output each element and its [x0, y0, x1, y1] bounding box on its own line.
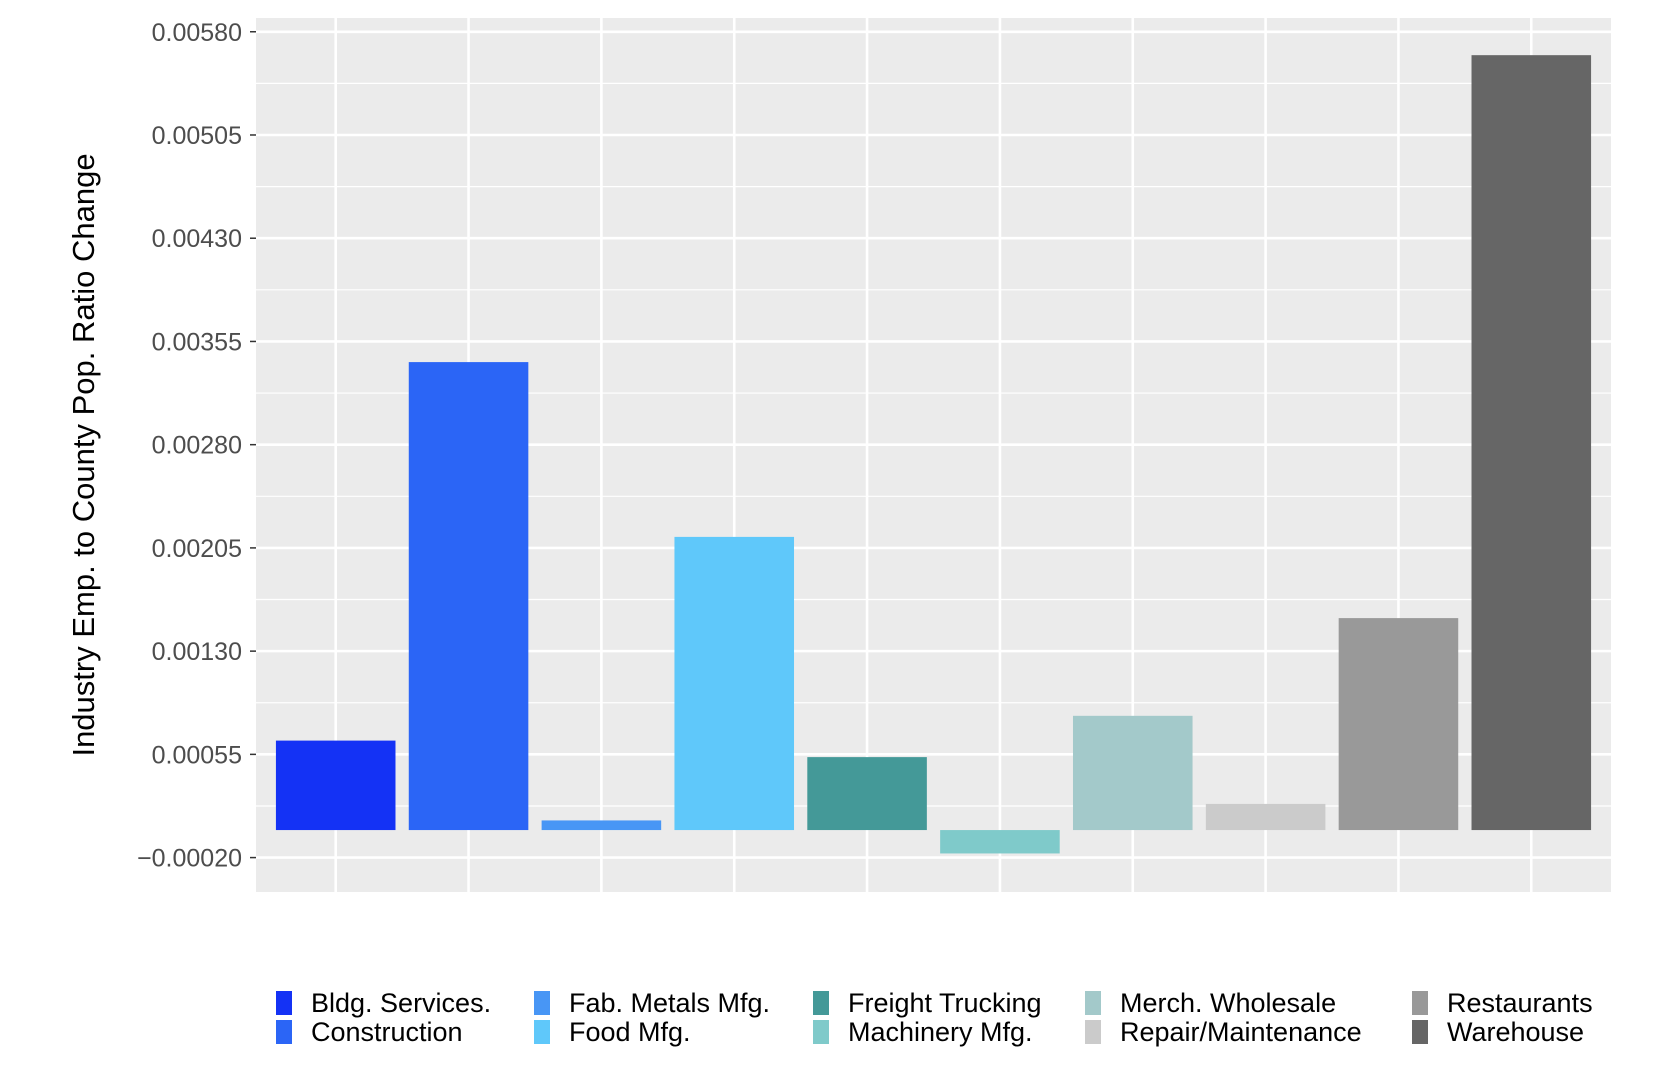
legend-swatch: [534, 1020, 550, 1044]
legend-label: Food Mfg.: [569, 1017, 691, 1047]
bar-fab-metals-mfg: [541, 820, 662, 831]
y-tick-label: 0.00130: [152, 638, 242, 666]
y-tick-label: 0.00205: [152, 535, 242, 563]
bar-construction: [408, 362, 529, 831]
legend-label: Bldg. Services.: [311, 988, 491, 1018]
y-axis-title: Industry Emp. to County Pop. Ratio Chang…: [66, 153, 101, 756]
bar-merch-wholesale: [1072, 715, 1193, 831]
bar-freight-trucking: [807, 757, 927, 831]
bar-machinery-mfg: [940, 830, 1060, 854]
y-tick-label: 0.00355: [152, 328, 242, 356]
legend-swatch: [1085, 991, 1101, 1015]
legend-label: Warehouse: [1447, 1017, 1584, 1047]
bar-restaurants: [1338, 618, 1459, 831]
bars: [275, 55, 1592, 854]
legend-label: Repair/Maintenance: [1120, 1017, 1362, 1047]
legend-label: Machinery Mfg.: [848, 1017, 1033, 1047]
bar-bldg-services: [275, 740, 396, 831]
legend-label: Construction: [311, 1017, 463, 1047]
legend-swatch: [534, 991, 550, 1015]
y-axis-ticks: −0.00020 0.00055 0.00130 0.00205 0.00280 0.00…: [137, 19, 256, 873]
legend-swatch: [813, 991, 829, 1015]
legend-label: Freight Trucking: [848, 988, 1042, 1018]
y-tick-label: 0.00055: [152, 741, 242, 769]
legend-swatch: [276, 1020, 292, 1044]
legend-label: Restaurants: [1447, 988, 1593, 1018]
legend-swatch: [813, 1020, 829, 1044]
bar-repair-maintenance: [1205, 803, 1326, 831]
y-tick-label: 0.00430: [152, 225, 242, 253]
legend-swatch: [1412, 991, 1428, 1015]
legend-label: Merch. Wholesale: [1120, 988, 1336, 1018]
y-tick-label: 0.00505: [152, 122, 242, 150]
y-tick-label: 0.00580: [152, 19, 242, 47]
legend-swatch: [1085, 1020, 1101, 1044]
legend: Bldg. Services.Construction Fab. Metals M…: [276, 988, 1593, 1047]
y-tick-label: −0.00020: [137, 845, 242, 873]
legend-swatch: [276, 991, 292, 1015]
y-tick-label: 0.00280: [152, 432, 242, 460]
bar-food-mfg: [674, 536, 795, 831]
bar-warehouse: [1471, 55, 1592, 831]
legend-label: Fab. Metals Mfg.: [569, 988, 770, 1018]
legend-swatch: [1412, 1020, 1428, 1044]
